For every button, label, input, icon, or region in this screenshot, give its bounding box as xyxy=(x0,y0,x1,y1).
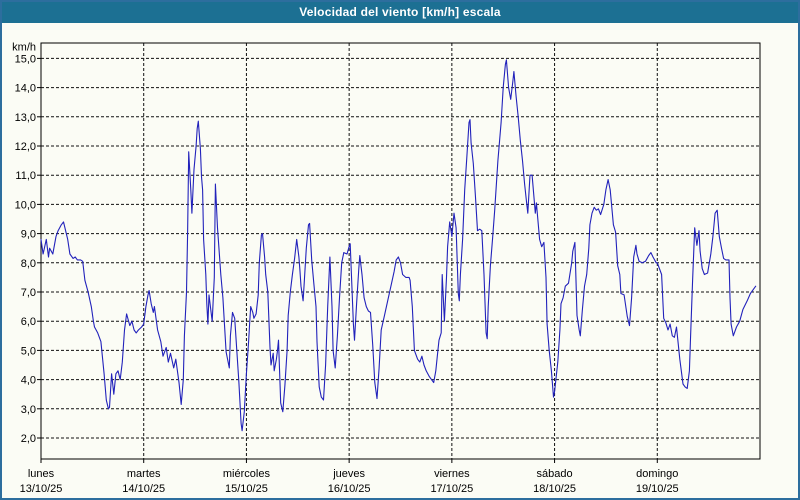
y-tick-label: 13,0 xyxy=(15,112,36,124)
x-date-label: 19/10/25 xyxy=(636,483,679,495)
x-day-label: viernes xyxy=(434,468,470,480)
y-tick-label: 8,0 xyxy=(21,258,36,270)
y-tick-label: 5,0 xyxy=(21,345,36,357)
x-date-label: 13/10/25 xyxy=(20,483,63,495)
x-date-label: 14/10/25 xyxy=(122,483,165,495)
title-bar: Velocidad del viento [km/h] escala xyxy=(2,2,798,23)
x-date-label: 15/10/25 xyxy=(225,483,268,495)
y-tick-label: 7,0 xyxy=(21,287,36,299)
y-tick-label: 10,0 xyxy=(15,199,36,211)
x-day-label: sábado xyxy=(537,468,573,480)
x-date-label: 18/10/25 xyxy=(533,483,576,495)
wind-speed-line xyxy=(40,59,757,432)
y-tick-label: 15,0 xyxy=(15,53,36,65)
y-tick-label: 11,0 xyxy=(15,170,36,182)
x-day-label: lunes xyxy=(28,468,55,480)
x-day-label: domingo xyxy=(636,468,678,480)
y-tick-label: 2,0 xyxy=(21,433,36,445)
x-date-label: 17/10/25 xyxy=(430,483,473,495)
y-tick-label: 9,0 xyxy=(21,229,36,241)
chart-title: Velocidad del viento [km/h] escala xyxy=(299,5,501,19)
y-axis-unit-label: km/h xyxy=(12,41,36,53)
y-tick-label: 6,0 xyxy=(21,316,36,328)
y-tick-label: 12,0 xyxy=(15,141,36,153)
plot-border xyxy=(40,42,761,460)
x-day-label: miércoles xyxy=(223,468,271,480)
x-date-label: 16/10/25 xyxy=(328,483,371,495)
y-tick-label: 3,0 xyxy=(21,404,36,416)
y-tick-label: 14,0 xyxy=(15,83,36,95)
x-day-label: jueves xyxy=(332,468,365,480)
x-day-label: martes xyxy=(127,468,161,480)
y-tick-label: 4,0 xyxy=(21,375,36,387)
